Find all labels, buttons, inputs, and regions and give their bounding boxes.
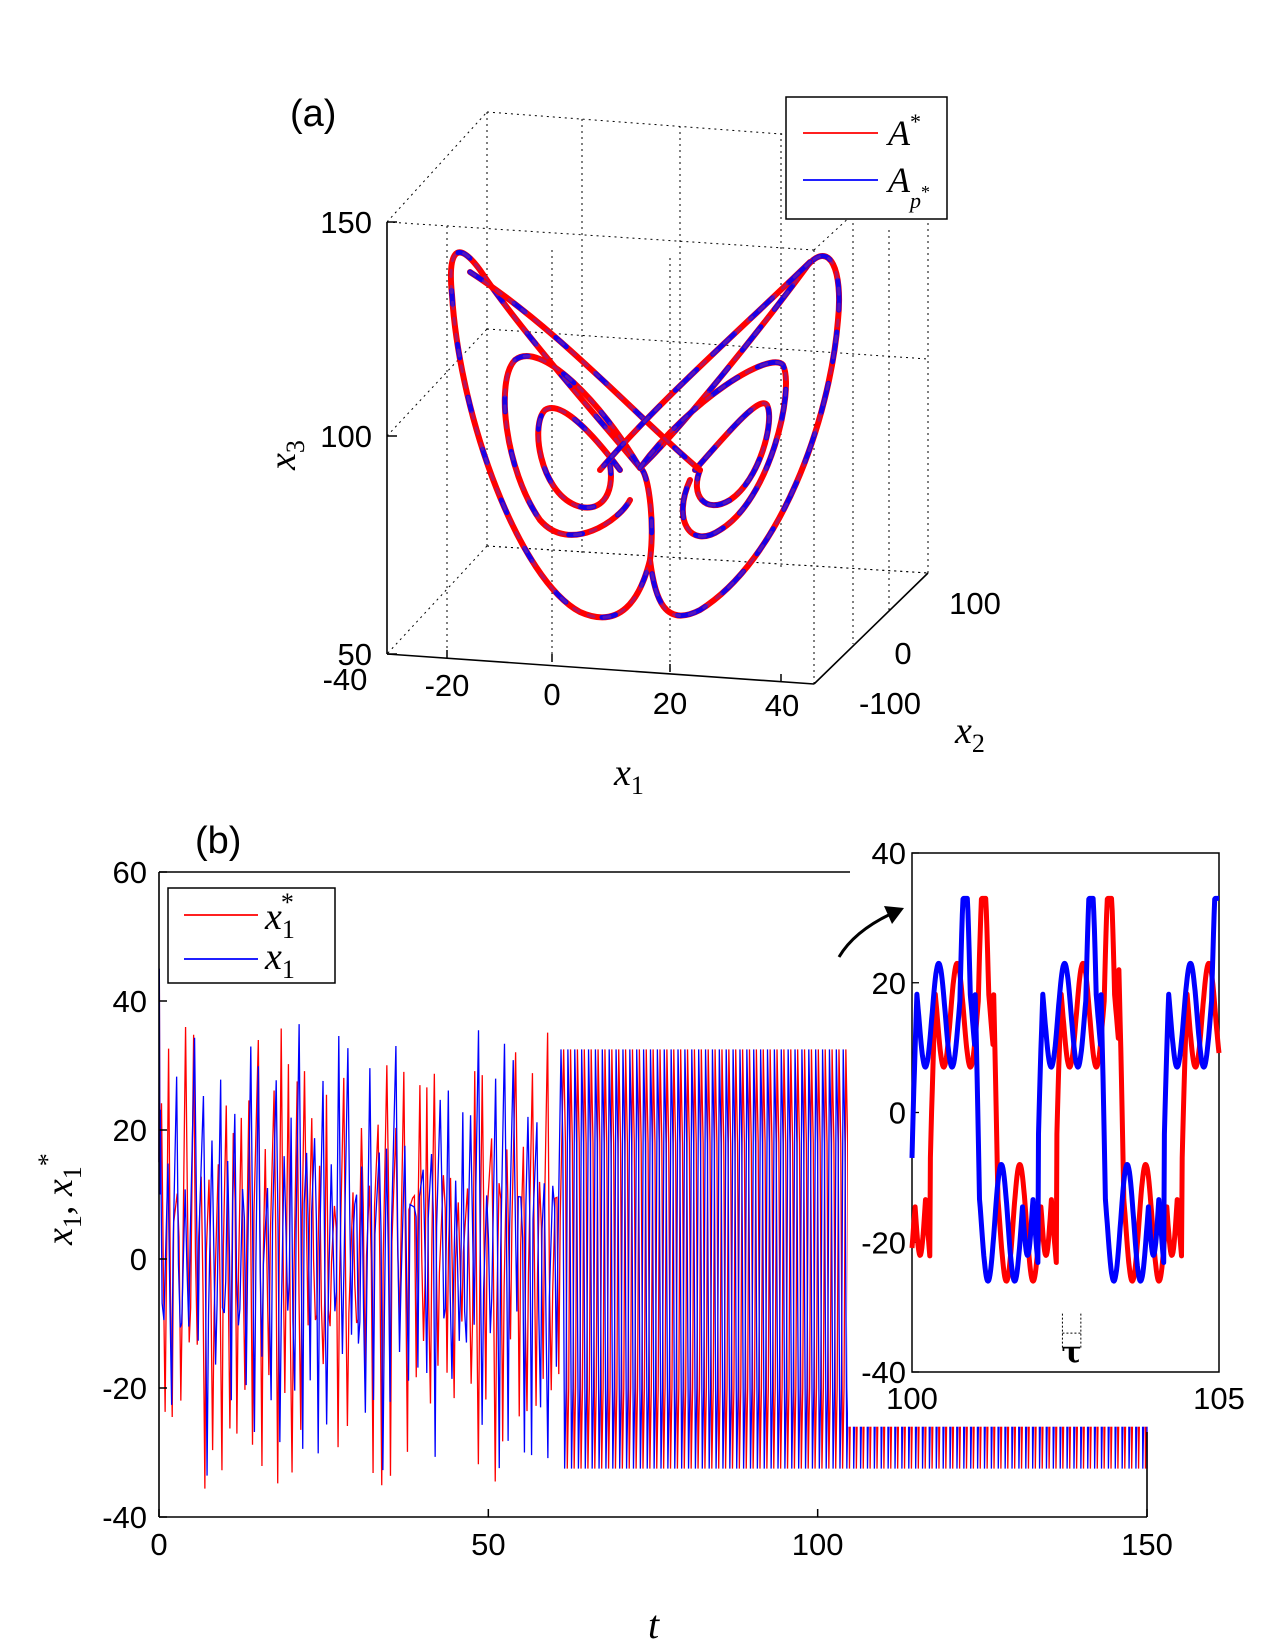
b-y-axis-label: x1, x1*	[33, 1153, 87, 1246]
trajectory-overlap	[598, 260, 812, 472]
trajectory-overlap	[638, 254, 841, 617]
grid-line	[386, 111, 488, 223]
b-x-tick-label: 150	[1121, 1527, 1173, 1562]
inset-y-tick-label: 40	[872, 836, 906, 871]
x2-tick-label: -100	[859, 686, 921, 721]
panel-a-legend: A* Ap*	[785, 96, 948, 220]
inset-y-tick-label: 0	[889, 1096, 906, 1131]
trajectory-ap-star	[502, 353, 643, 538]
grid-line	[486, 328, 929, 360]
grid-line	[386, 545, 488, 655]
inset-x-tick-label: 105	[1193, 1381, 1245, 1416]
x1-tick-label: 0	[543, 677, 560, 712]
grid-line	[486, 545, 929, 574]
trajectory-overlap	[468, 270, 702, 472]
panel-a-grid	[386, 111, 929, 684]
legend-label-x1: x1	[264, 936, 295, 984]
grid-line	[813, 144, 929, 251]
grid-line	[386, 221, 815, 251]
tau-label: τ	[1062, 1335, 1082, 1370]
trajectory-overlap	[536, 406, 622, 510]
panel-a-ticks: 150 100 50-40 -20 0 20 40 100 0 -100	[320, 205, 1001, 723]
inset-arrowhead	[884, 906, 904, 924]
inset-series-x1	[909, 895, 1221, 1284]
trajectory-overlap	[449, 250, 654, 619]
z-tick-label: 50	[338, 637, 372, 672]
legend-label-x1-star: x1*	[264, 888, 295, 944]
x2-tick-label: 100	[949, 586, 1001, 621]
b-y-tick-label: 20	[113, 1113, 147, 1148]
b-y-tick-label: 0	[130, 1242, 147, 1277]
b-y-tick-label: -20	[102, 1371, 147, 1406]
b-y-tick-label: -40	[102, 1500, 147, 1535]
t-axis-label: t	[648, 1602, 660, 1647]
panel-b-legend: x1* x1	[167, 887, 336, 984]
panel-a-3d-plot: (a) 150 100 50-40 -20 0 20 40 100 0 -100 x1 x2 x3…	[262, 93, 1001, 800]
inset-series-x1-star	[909, 895, 1222, 1284]
b-x-tick-label: 50	[471, 1527, 505, 1562]
grid-line	[386, 328, 488, 437]
x1-tick-label: 40	[765, 688, 799, 723]
z-tick-label: 150	[320, 205, 372, 240]
inset-x-tick-label: 100	[886, 1381, 938, 1416]
panel-a-axes	[386, 222, 929, 685]
panel-b-label: (b)	[195, 820, 241, 862]
inset-y-tick-label: -40	[861, 1355, 906, 1390]
x1-tick-label: -20	[425, 668, 470, 703]
x3-axis-label: x3	[262, 440, 310, 471]
b-x-tick-label: 0	[150, 1527, 167, 1562]
x2-axis-line	[813, 572, 929, 685]
x1-axis-line	[386, 653, 815, 685]
b-y-tick-label: 40	[113, 984, 147, 1019]
z-tick-label: 100	[320, 419, 372, 454]
panel-a-label: (a)	[290, 93, 336, 135]
x1-tick-label: 20	[653, 686, 687, 721]
inset-y-tick-label: -20	[861, 1225, 906, 1260]
x1-tick-label: -40	[323, 662, 368, 697]
inset-y-tick-label: 20	[872, 966, 906, 1001]
legend-box	[785, 96, 948, 220]
trajectory-ap-star	[637, 359, 789, 539]
trajectory-overlap	[693, 401, 771, 507]
x1-axis-label: x1	[613, 752, 644, 800]
inset-box	[911, 852, 1220, 1373]
b-y-tick-label: 60	[113, 855, 147, 890]
x2-tick-label: 0	[894, 636, 911, 671]
legend-box-b	[167, 887, 336, 984]
inset-arrow	[837, 910, 896, 958]
attractor-trajectories	[447, 249, 842, 621]
x2-axis-label: x2	[954, 710, 985, 758]
grid-line	[486, 111, 929, 146]
b-x-tick-label: 100	[792, 1527, 844, 1562]
